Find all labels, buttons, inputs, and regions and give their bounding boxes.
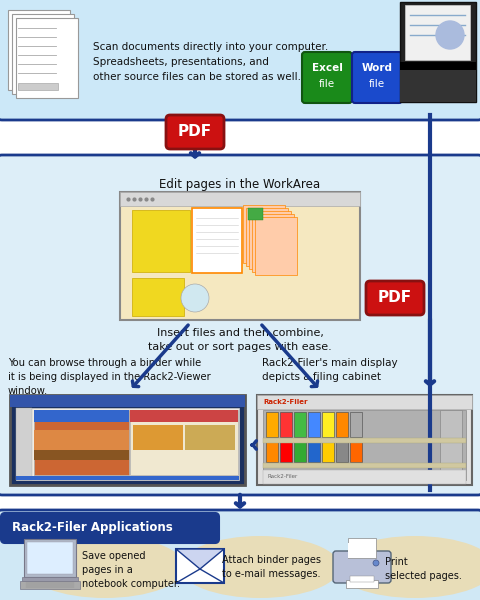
FancyBboxPatch shape bbox=[243, 205, 285, 263]
FancyBboxPatch shape bbox=[16, 408, 32, 480]
FancyBboxPatch shape bbox=[16, 18, 78, 98]
FancyBboxPatch shape bbox=[24, 539, 76, 577]
FancyBboxPatch shape bbox=[346, 580, 378, 588]
FancyBboxPatch shape bbox=[34, 430, 129, 450]
FancyBboxPatch shape bbox=[185, 425, 235, 450]
Text: Edit pages in the WorkArea: Edit pages in the WorkArea bbox=[159, 178, 321, 191]
FancyBboxPatch shape bbox=[280, 441, 292, 462]
FancyBboxPatch shape bbox=[133, 425, 183, 450]
FancyBboxPatch shape bbox=[252, 214, 294, 272]
FancyBboxPatch shape bbox=[400, 62, 476, 70]
Text: file: file bbox=[369, 79, 385, 89]
FancyBboxPatch shape bbox=[302, 52, 352, 103]
FancyBboxPatch shape bbox=[0, 0, 480, 120]
FancyBboxPatch shape bbox=[8, 10, 70, 90]
FancyBboxPatch shape bbox=[130, 410, 238, 475]
FancyBboxPatch shape bbox=[405, 5, 470, 60]
Polygon shape bbox=[176, 549, 224, 569]
FancyBboxPatch shape bbox=[176, 549, 224, 583]
Text: Rack2-Filer Applications: Rack2-Filer Applications bbox=[12, 521, 173, 535]
FancyBboxPatch shape bbox=[120, 192, 360, 320]
FancyBboxPatch shape bbox=[249, 211, 291, 269]
FancyBboxPatch shape bbox=[0, 155, 480, 495]
FancyBboxPatch shape bbox=[34, 410, 129, 422]
FancyBboxPatch shape bbox=[1, 513, 219, 543]
FancyBboxPatch shape bbox=[20, 581, 80, 589]
Circle shape bbox=[436, 21, 464, 49]
FancyBboxPatch shape bbox=[308, 412, 320, 437]
FancyBboxPatch shape bbox=[10, 395, 245, 407]
FancyBboxPatch shape bbox=[192, 208, 242, 273]
Text: Rack2-Filer: Rack2-Filer bbox=[267, 475, 297, 479]
Text: Scan documents directly into your computer.
Spreadsheets, presentations, and
oth: Scan documents directly into your comput… bbox=[93, 42, 328, 82]
Ellipse shape bbox=[335, 536, 480, 598]
FancyBboxPatch shape bbox=[440, 410, 462, 480]
FancyBboxPatch shape bbox=[166, 115, 224, 149]
FancyBboxPatch shape bbox=[400, 2, 476, 102]
FancyBboxPatch shape bbox=[34, 410, 129, 475]
FancyBboxPatch shape bbox=[18, 83, 58, 90]
Text: You can browse through a binder while
it is being displayed in the Rack2-Viewer
: You can browse through a binder while it… bbox=[8, 358, 211, 396]
Text: file: file bbox=[319, 79, 335, 89]
FancyBboxPatch shape bbox=[336, 441, 348, 462]
Ellipse shape bbox=[180, 536, 340, 598]
Text: Excel: Excel bbox=[312, 63, 342, 73]
FancyBboxPatch shape bbox=[400, 70, 476, 102]
FancyBboxPatch shape bbox=[132, 210, 190, 272]
Text: Word: Word bbox=[361, 63, 393, 73]
FancyBboxPatch shape bbox=[120, 192, 360, 206]
FancyBboxPatch shape bbox=[16, 408, 239, 480]
FancyBboxPatch shape bbox=[27, 542, 73, 574]
Circle shape bbox=[181, 284, 209, 312]
FancyBboxPatch shape bbox=[263, 410, 466, 480]
FancyBboxPatch shape bbox=[350, 441, 362, 462]
FancyBboxPatch shape bbox=[308, 441, 320, 462]
FancyBboxPatch shape bbox=[263, 438, 466, 443]
FancyBboxPatch shape bbox=[34, 450, 129, 460]
Ellipse shape bbox=[25, 536, 185, 598]
FancyBboxPatch shape bbox=[255, 217, 297, 275]
FancyBboxPatch shape bbox=[348, 543, 376, 558]
FancyBboxPatch shape bbox=[257, 395, 472, 485]
Text: Attach binder pages
to e-mail messages.: Attach binder pages to e-mail messages. bbox=[222, 555, 321, 579]
Text: Insert files and then combine,
take out or sort pages with ease.: Insert files and then combine, take out … bbox=[148, 328, 332, 352]
FancyBboxPatch shape bbox=[130, 410, 238, 422]
FancyBboxPatch shape bbox=[10, 395, 245, 485]
FancyBboxPatch shape bbox=[266, 441, 278, 462]
FancyBboxPatch shape bbox=[366, 281, 424, 315]
FancyBboxPatch shape bbox=[22, 577, 78, 581]
Text: Rack2-Filer: Rack2-Filer bbox=[263, 399, 308, 405]
FancyBboxPatch shape bbox=[266, 412, 278, 437]
FancyBboxPatch shape bbox=[348, 538, 376, 558]
FancyBboxPatch shape bbox=[294, 412, 306, 437]
FancyBboxPatch shape bbox=[257, 395, 472, 409]
FancyBboxPatch shape bbox=[352, 52, 402, 103]
Text: Print
selected pages.: Print selected pages. bbox=[385, 557, 462, 581]
FancyBboxPatch shape bbox=[322, 441, 334, 462]
FancyBboxPatch shape bbox=[333, 551, 391, 583]
FancyBboxPatch shape bbox=[12, 14, 74, 94]
Text: Save opened
pages in a
notebook computer.: Save opened pages in a notebook computer… bbox=[82, 551, 180, 589]
Circle shape bbox=[373, 560, 379, 566]
FancyBboxPatch shape bbox=[263, 470, 466, 484]
FancyBboxPatch shape bbox=[336, 412, 348, 437]
FancyBboxPatch shape bbox=[246, 208, 288, 266]
FancyBboxPatch shape bbox=[350, 412, 362, 437]
FancyBboxPatch shape bbox=[0, 510, 480, 600]
FancyBboxPatch shape bbox=[16, 476, 239, 480]
FancyBboxPatch shape bbox=[322, 412, 334, 437]
FancyBboxPatch shape bbox=[132, 278, 184, 316]
Text: PDF: PDF bbox=[178, 124, 212, 139]
FancyBboxPatch shape bbox=[294, 441, 306, 462]
FancyBboxPatch shape bbox=[280, 412, 292, 437]
FancyBboxPatch shape bbox=[248, 208, 263, 220]
FancyBboxPatch shape bbox=[350, 576, 374, 582]
Text: Rack2-Filer's main display
depicts a filing cabinet: Rack2-Filer's main display depicts a fil… bbox=[262, 358, 397, 382]
FancyBboxPatch shape bbox=[263, 463, 466, 468]
Text: PDF: PDF bbox=[378, 290, 412, 305]
